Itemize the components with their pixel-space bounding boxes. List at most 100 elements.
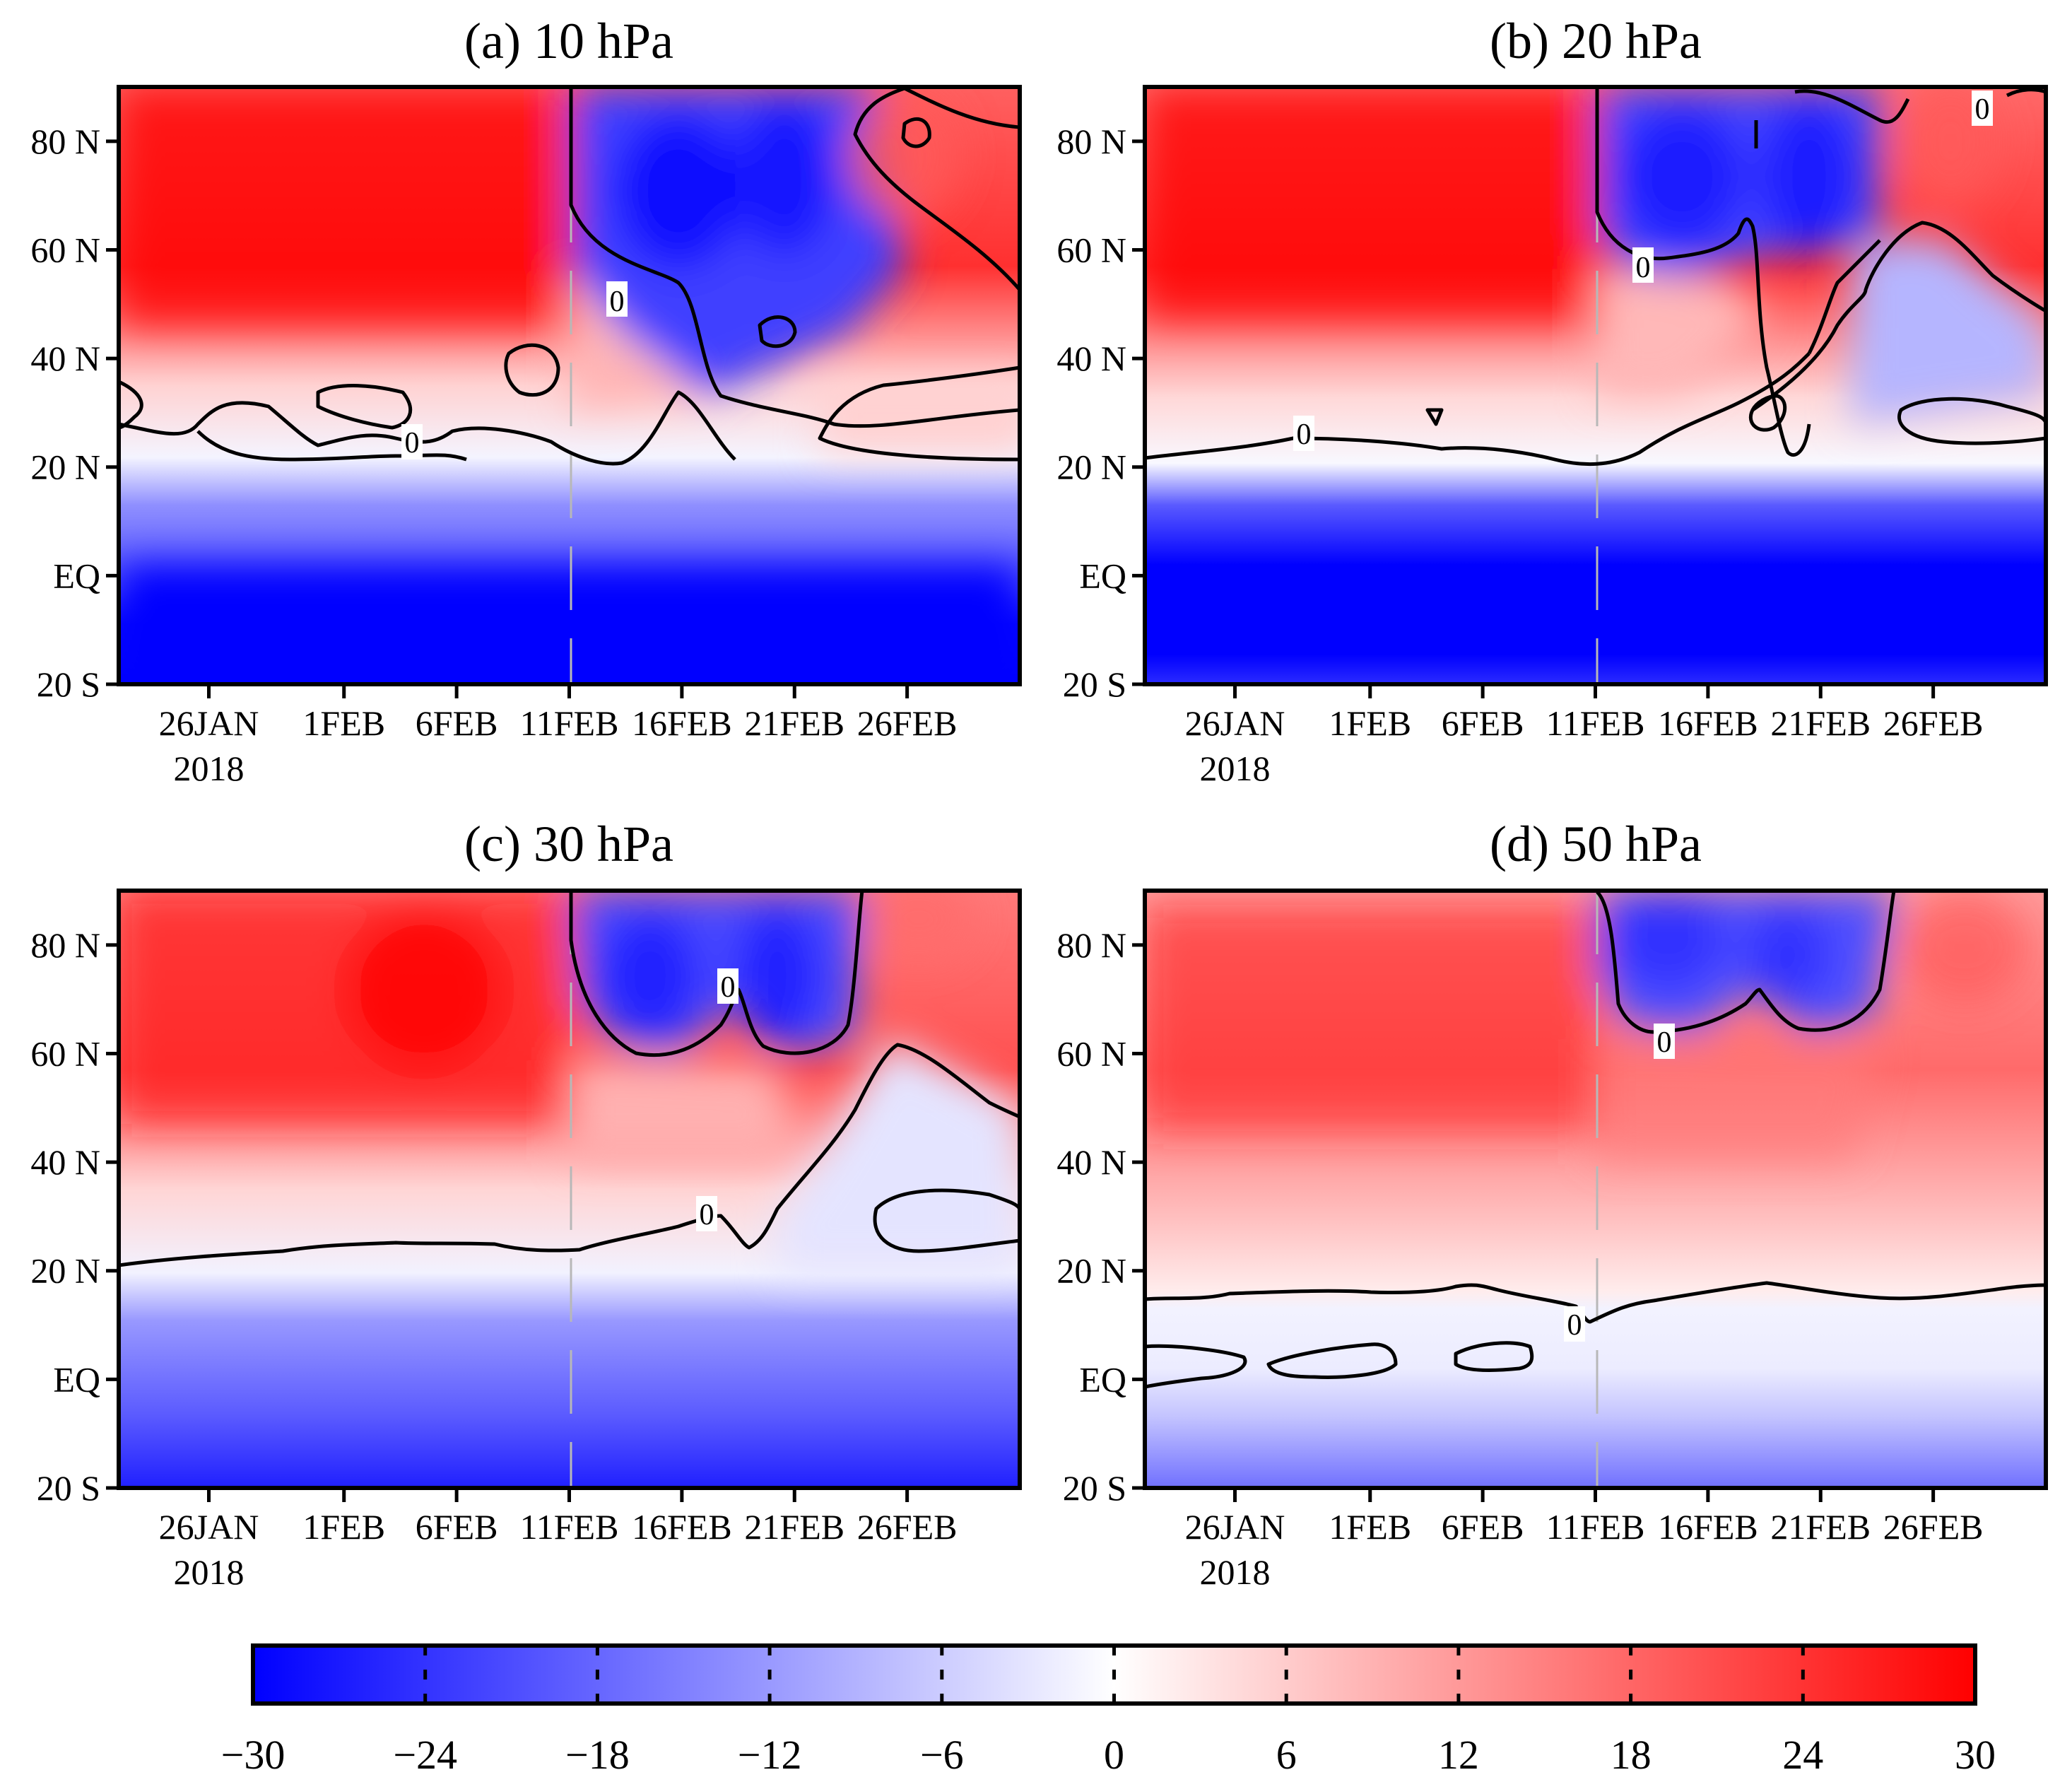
colorbar: −30 −24 −18 −12 −6 0 6 12 18 24 30 [221,1643,1996,1778]
contour-label: 0 [1636,252,1651,284]
y-tick-label: 20 S [1063,1468,1126,1508]
y-tick-label: 40 N [30,339,100,378]
x-tick-label: 1FEB [1329,703,1411,743]
colorbar-tick-label: −6 [920,1732,964,1778]
zero-contour [1145,352,1811,467]
positive-anomaly [1901,891,2028,1004]
panel-title: (d) 50 hPa [1490,816,1702,872]
x-year-label: 2018 [174,1552,245,1592]
contour-label: 0 [610,286,625,318]
y-tick-label: 20 S [37,664,100,704]
positive-anomaly [1145,87,1597,320]
x-year-label: 2018 [1200,1552,1271,1592]
heatmap-field: 0 0 [119,87,1020,684]
axes: 80 N 60 N 40 N 20 N EQ 20 S 26JAN 1FEB 6FEB 11FEB… [30,925,957,1592]
positive-anomaly [1597,1039,1880,1159]
zero-contour [1596,891,1896,1034]
x-tick-label: 26JAN [1185,703,1285,743]
zero-contour [2006,88,2046,98]
x-year-label: 2018 [174,749,245,788]
y-tick-label: 20 S [37,1468,100,1508]
contour-label-bg [1632,247,1654,283]
panel-title: (c) 30 hPa [464,816,673,872]
x-tick-label: 26FEB [857,703,958,743]
y-tick-label: 60 N [1056,230,1126,269]
heatmap-field: 0 0 [119,891,1020,1488]
x-tick-label: 6FEB [416,1507,498,1547]
positive-anomaly [1597,269,1767,396]
zero-contour [119,380,143,430]
zero-contour [901,117,931,148]
colorbar-tick-label: 0 [1104,1732,1124,1778]
y-tick-label: 80 N [30,925,100,965]
contour-label-bg [1972,90,1993,126]
colorbar-tick-label: −30 [221,1732,286,1778]
contour-label-bg [606,281,628,317]
x-tick-label: 6FEB [416,703,498,743]
negative-anomaly [119,565,1020,684]
y-tick-label: 20 N [30,1251,100,1291]
zero-contour [569,891,864,1057]
positive-anomaly [119,87,571,327]
zero-contour [1266,1342,1398,1379]
positive-anomaly [346,912,502,1067]
x-tick-label: 1FEB [302,703,385,743]
zero-contour [853,87,1020,291]
x-tick-label: 16FEB [1658,703,1758,743]
heatmap-anomalies [119,891,1020,1272]
y-tick-label: 20 N [1056,1251,1126,1291]
positive-anomaly [571,1060,791,1159]
heatmap-anomalies [1145,87,2046,424]
positive-anomaly [119,891,571,1124]
zero-contour [758,315,797,348]
zero-contour [1748,394,1787,432]
positive-anomaly [848,92,961,219]
negative-anomaly [1852,237,2046,424]
y-tick-label: 20 S [1063,664,1126,704]
zero-contour [1145,1344,1247,1389]
y-tick-label: 60 N [30,1033,100,1073]
colorbar-ticks: −30 −24 −18 −12 −6 0 6 12 18 24 30 [221,1646,1996,1778]
negative-anomaly [735,905,820,1046]
y-tick-label: 80 N [1056,122,1126,161]
contour-label: 0 [1297,418,1312,451]
heatmap-anomalies [1145,891,2028,1159]
axes: 80 N 60 N 40 N 20 N EQ 20 S 26JAN 1FEB 6FEB 11FEB… [1056,925,1983,1592]
x-tick-label: 26FEB [1883,1507,1984,1547]
positive-anomaly [571,269,707,410]
contour-label-bg [717,968,738,1004]
zero-contour [569,87,1020,428]
x-tick-label: 26FEB [857,1507,958,1547]
contour-label-bg [1564,1306,1585,1342]
contour-label: 0 [1567,1309,1582,1342]
y-tick-label: 40 N [1056,1142,1126,1182]
colorbar-tick-label: −24 [393,1732,457,1778]
zero-contour [1807,239,1881,355]
positive-anomaly [820,382,1020,452]
axes: 80 N 60 N 40 N 20 N EQ 20 S 26JAN 1FEB 6FEB 11FEB… [1056,122,1983,788]
x-tick-label: 6FEB [1442,1507,1524,1547]
colorbar-tick-label: −18 [565,1732,630,1778]
x-tick-label: 16FEB [632,1507,732,1547]
x-tick-label: 21FEB [1770,703,1871,743]
x-tick-label: 1FEB [1329,1507,1411,1547]
zero-contour [119,390,736,466]
y-tick-label: 80 N [1056,925,1126,965]
colorbar-tick-label: 24 [1782,1732,1823,1778]
contour-label: 0 [1657,1026,1672,1059]
x-tick-label: 26JAN [159,703,259,743]
y-tick-label: 20 N [1056,447,1126,487]
x-tick-label: 26FEB [1883,703,1984,743]
x-tick-label: 16FEB [632,703,732,743]
colorbar-tick-label: 30 [1955,1732,1996,1778]
colorbar-tick-label: −12 [738,1732,802,1778]
axes: 80 N 60 N 40 N 20 N EQ 20 S 26JAN 1FEB 6FEB 11FEB… [30,122,957,788]
zero-contour [818,365,1020,462]
panel-20hpa: (b) 20 hPa 0 [1056,13,2048,788]
heatmap-field: 0 0 [1145,891,2046,1488]
zero-contour [1595,87,1811,457]
contour-label-bg [1654,1024,1675,1059]
x-tick-label: 6FEB [1442,703,1524,743]
colorbar-tick-label: 12 [1438,1732,1479,1778]
